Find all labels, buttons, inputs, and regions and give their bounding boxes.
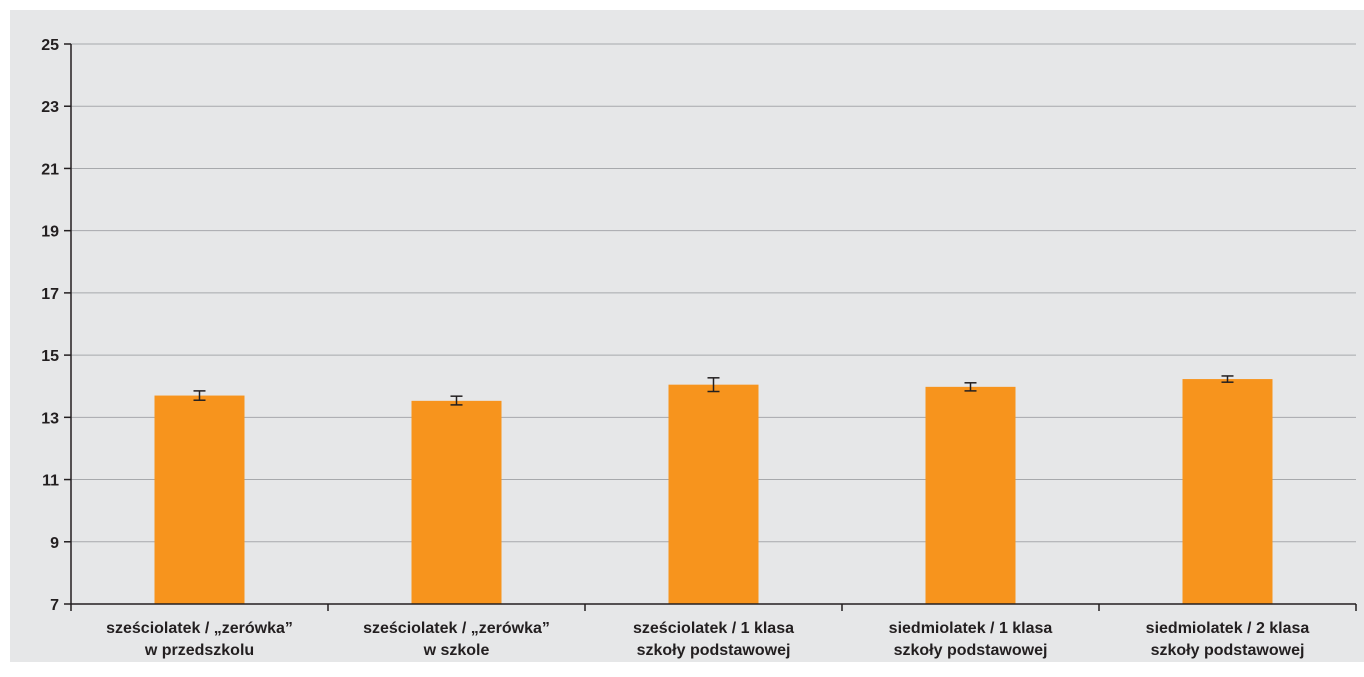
bar xyxy=(668,384,759,604)
x-tick-label: siedmiolatek / 1 klasa szkoły podstawowej xyxy=(889,620,1053,659)
x-tick-label: siedmiolatek / 2 klasa szkoły podstawowej xyxy=(1146,620,1310,659)
bar xyxy=(1182,379,1273,604)
axes xyxy=(64,43,1357,611)
y-tick-label: 23 xyxy=(41,99,59,116)
y-tick-label: 9 xyxy=(50,535,59,552)
x-tick-label: sześciolatek / „zerówka” w przedszkolu xyxy=(106,620,293,659)
y-tick-label: 21 xyxy=(41,161,59,178)
error-bars xyxy=(193,375,1234,406)
y-tick-label: 15 xyxy=(41,348,59,365)
bar xyxy=(411,400,502,604)
error-bar xyxy=(707,377,720,393)
bar xyxy=(154,395,245,604)
x-tick-label: sześciolatek / 1 klasa szkoły podstawowej xyxy=(633,620,794,659)
bars xyxy=(154,379,1273,604)
y-tick-label: 25 xyxy=(41,37,59,54)
y-tick-labels: 7 9 11 13 15 17 19 21 23 25 xyxy=(41,37,59,614)
y-tick-label: 13 xyxy=(41,410,59,427)
bar xyxy=(925,386,1016,604)
error-bar xyxy=(193,390,206,401)
y-tick-label: 11 xyxy=(42,473,59,490)
error-bar xyxy=(964,382,977,392)
x-tick-label: sześciolatek / „zerówka” w szkole xyxy=(363,620,550,659)
y-tick-label: 19 xyxy=(41,224,59,241)
bar-chart: 7 9 11 13 15 17 19 21 23 25 sześciolatek / „zerów… xyxy=(41,37,1357,659)
y-tick-label: 17 xyxy=(41,286,59,303)
error-bar xyxy=(1221,375,1234,383)
gridlines xyxy=(71,43,1356,543)
x-tick-labels: sześciolatek / „zerówka” w przedszkolu sze… xyxy=(106,620,1309,659)
y-tick-label: 7 xyxy=(50,597,59,614)
error-bar xyxy=(450,395,463,406)
chart-area: 7 9 11 13 15 17 19 21 23 25 sześciolatek / „zerów… xyxy=(10,10,1364,662)
